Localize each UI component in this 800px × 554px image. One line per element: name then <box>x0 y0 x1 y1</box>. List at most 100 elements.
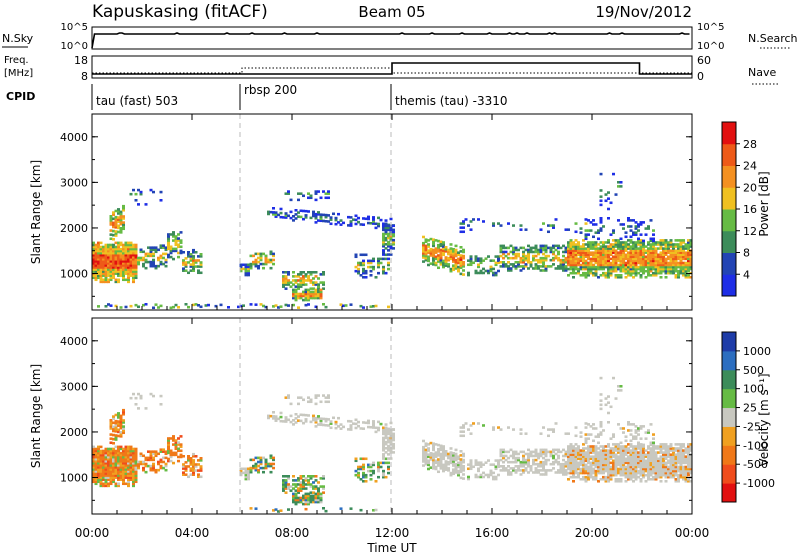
echo-cell <box>572 475 575 479</box>
echo-cell <box>307 498 310 502</box>
echo-cell <box>114 419 118 423</box>
echo-cell <box>272 254 275 258</box>
echo-cell <box>649 243 653 246</box>
echo-cell <box>462 248 465 252</box>
echo-cell <box>479 465 483 469</box>
echo-cell <box>612 435 615 438</box>
echo-cell <box>439 452 443 456</box>
echo-cell <box>604 455 608 458</box>
echo-cell <box>654 269 658 273</box>
echo-cell <box>577 253 580 257</box>
echo-cell <box>622 457 625 461</box>
echo-cell <box>377 467 380 471</box>
echo-cell <box>134 474 138 477</box>
echo-cell <box>167 447 170 451</box>
echo-cell <box>637 461 640 465</box>
echo-cell <box>617 251 620 254</box>
echo-cell <box>614 243 618 246</box>
echo-cell <box>667 465 670 469</box>
echo-cell <box>642 469 645 473</box>
echo-cell <box>587 465 590 469</box>
echo-cell <box>502 256 505 260</box>
echo-cell <box>129 243 133 247</box>
echo-cell <box>432 462 435 466</box>
echo-cell <box>482 475 485 479</box>
echo-cell <box>154 266 158 270</box>
echo-cell <box>477 271 480 275</box>
echo-cell <box>589 469 593 473</box>
echo-cell <box>669 267 673 271</box>
echo-cell <box>442 247 445 250</box>
echo-cell <box>689 445 692 448</box>
echo-cell <box>642 451 645 454</box>
noise-left-tick-top: 10^5 <box>61 22 88 33</box>
echo-cell <box>174 453 178 457</box>
echo-cell <box>172 443 175 446</box>
echo-cell <box>367 419 370 423</box>
echo-cell <box>632 267 635 271</box>
echo-cell <box>129 304 133 308</box>
echo-cell <box>254 260 258 264</box>
echo-cell <box>597 257 600 261</box>
echo-cell <box>284 275 288 278</box>
echo-cell <box>422 458 425 461</box>
echo-cell <box>119 251 123 255</box>
echo-cell <box>244 477 248 481</box>
echo-cell <box>572 241 575 244</box>
echo-cell <box>434 461 438 465</box>
echo-cell <box>654 445 658 448</box>
echo-cell <box>644 263 648 267</box>
echo-cell <box>114 264 118 267</box>
echo-cell <box>127 462 130 465</box>
echo-cell <box>634 261 638 265</box>
echo-cell <box>529 469 533 472</box>
echo-cell <box>462 424 465 427</box>
echo-cell <box>634 451 638 454</box>
echo-cell <box>374 426 378 430</box>
echo-cell <box>157 256 160 260</box>
echo-cell <box>594 255 598 259</box>
echo-cell <box>614 265 618 269</box>
echo-cell <box>557 246 560 250</box>
echo-cell <box>422 256 425 259</box>
echo-cell <box>457 265 460 269</box>
echo-cell <box>592 455 595 458</box>
echo-cell <box>599 478 603 481</box>
echo-cell <box>137 188 140 192</box>
echo-cell <box>167 457 170 461</box>
echo-cell <box>639 449 643 452</box>
echo-cell <box>557 454 560 458</box>
echo-cell <box>274 215 278 218</box>
echo-cell <box>387 240 390 244</box>
echo-cell <box>117 224 120 228</box>
echo-cell <box>367 465 370 469</box>
echo-cell <box>382 243 385 246</box>
echo-cell <box>602 263 605 267</box>
echo-cell <box>427 259 430 263</box>
echo-cell <box>174 439 178 442</box>
echo-cell <box>619 449 623 452</box>
echo-cell <box>457 463 460 467</box>
echo-cell <box>659 451 663 454</box>
echo-cell <box>119 270 123 273</box>
echo-cell <box>509 269 513 272</box>
echo-cell <box>527 254 530 258</box>
echo-cell <box>382 265 385 269</box>
echo-cell <box>574 449 578 452</box>
echo-cell <box>677 253 680 257</box>
echo-cell <box>642 465 645 469</box>
echo-cell <box>619 427 623 430</box>
echo-cell <box>619 385 623 388</box>
echo-cell <box>564 261 568 264</box>
echo-cell <box>682 255 685 259</box>
echo-cell <box>317 415 320 418</box>
echo-cell <box>117 472 120 475</box>
echo-cell <box>452 452 455 455</box>
echo-cell <box>189 263 193 266</box>
echo-cell <box>509 244 513 248</box>
echo-cell <box>107 264 110 267</box>
echo-cell <box>582 461 585 465</box>
echo-cell <box>327 418 330 421</box>
echo-cell <box>634 429 638 432</box>
echo-cell <box>312 496 315 500</box>
